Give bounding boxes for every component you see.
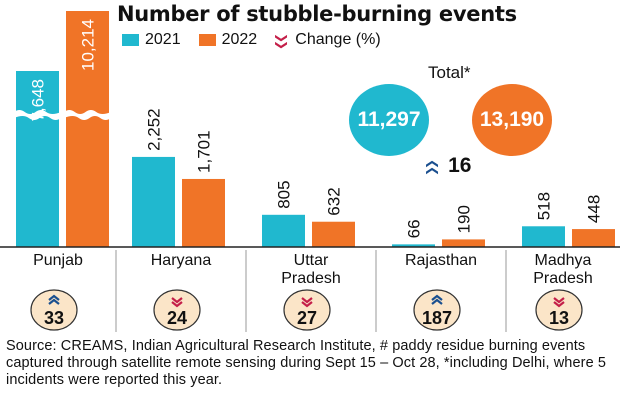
bar-2021-0 [16, 71, 59, 247]
category-label-2-0: Uttar [294, 252, 329, 269]
data-label-2021-4: 518 [535, 192, 554, 220]
category-label-1-0: Haryana [151, 252, 212, 269]
change-badge-1 [153, 289, 201, 331]
change-value-4: 13 [549, 308, 569, 328]
bar-2021-1 [132, 156, 175, 247]
chevron-up-icon: ❮❮ [426, 158, 441, 174]
chevron-down-icon-4-0 [553, 297, 565, 304]
legend-swatch-2022 [198, 34, 216, 46]
source-note: Source: CREAMS, Indian Agricultural Rese… [6, 338, 607, 388]
change-badge-0 [30, 289, 78, 331]
data-label-2021-1: 2,252 [145, 108, 164, 151]
chart-title: Number of stubble-burning events [117, 2, 517, 26]
data-label-2022-1: 1,701 [195, 130, 214, 173]
change-value-1: 24 [167, 308, 187, 328]
bar-2022-1 [182, 178, 225, 247]
data-label-2021-2: 805 [275, 180, 294, 208]
chevron-down-icon-2-0 [301, 297, 313, 304]
total-label: Total* [428, 63, 471, 82]
data-label-2022-2: 632 [325, 187, 344, 215]
data-label-2021-0: 7,648 [29, 79, 48, 122]
bar-2022-2 [312, 221, 355, 247]
chevron-down-icon-1-0 [171, 297, 183, 304]
category-label-2-1: Pradesh [281, 270, 341, 287]
legend-item-2021: 2021 [122, 31, 181, 49]
legend-label-change: Change (%) [295, 31, 381, 48]
category-label-0-0: Punjab [33, 252, 83, 269]
data-label-2022-0: 10,214 [79, 19, 98, 71]
total-change-value: 16 [448, 154, 472, 177]
legend-label-2021: 2021 [145, 31, 181, 48]
change-value-0: 33 [44, 308, 64, 328]
chevron-down-icon: ❯❯ [275, 32, 290, 48]
legend: 2021 2022 ❯❯ Change (%) [122, 31, 399, 49]
category-label-4-1: Pradesh [533, 270, 593, 287]
change-badge-2 [283, 289, 331, 331]
category-label-3-0: Rajasthan [405, 252, 477, 269]
total-2022-value: 13,190 [479, 108, 545, 131]
total-2022-circle: 13,190 [472, 84, 552, 156]
axis-break-2021-0 [14, 110, 61, 120]
chevron-up-icon-3-0 [431, 298, 443, 305]
legend-swatch-2021 [122, 34, 139, 46]
bar-2022-4 [572, 229, 615, 247]
chevron-up-icon-3-1 [431, 294, 443, 301]
chevron-up-icon-0-0 [48, 298, 60, 305]
data-label-2022-3: 190 [455, 205, 474, 233]
legend-item-2022: 2022 [198, 31, 258, 49]
data-label-2022-4: 448 [585, 195, 604, 223]
total-2021-circle: 11,297 [349, 84, 429, 156]
change-badge-3 [413, 289, 461, 331]
bar-2021-3 [392, 244, 435, 247]
bar-2022-0 [66, 11, 109, 247]
chevron-down-icon-2-1 [301, 301, 313, 308]
legend-item-change: ❯❯ Change (%) [275, 31, 380, 49]
change-badge-4 [535, 289, 583, 331]
axis-break-2022-0 [64, 110, 111, 120]
chevron-down-icon-4-1 [553, 301, 565, 308]
change-value-2: 27 [297, 308, 317, 328]
chevron-down-icon-1-1 [171, 301, 183, 308]
bar-2022-3 [442, 239, 485, 247]
bar-2021-2 [262, 214, 305, 247]
category-label-4-0: Madhya [535, 252, 592, 269]
total-2021-value: 11,297 [357, 108, 421, 131]
legend-label-2022: 2022 [221, 31, 258, 48]
chevron-up-icon-0-1 [48, 294, 60, 301]
bar-2021-4 [522, 226, 565, 247]
data-label-2021-3: 66 [405, 219, 424, 238]
total-change: ❮❮ 16 [426, 154, 471, 178]
change-value-3: 187 [422, 308, 452, 328]
